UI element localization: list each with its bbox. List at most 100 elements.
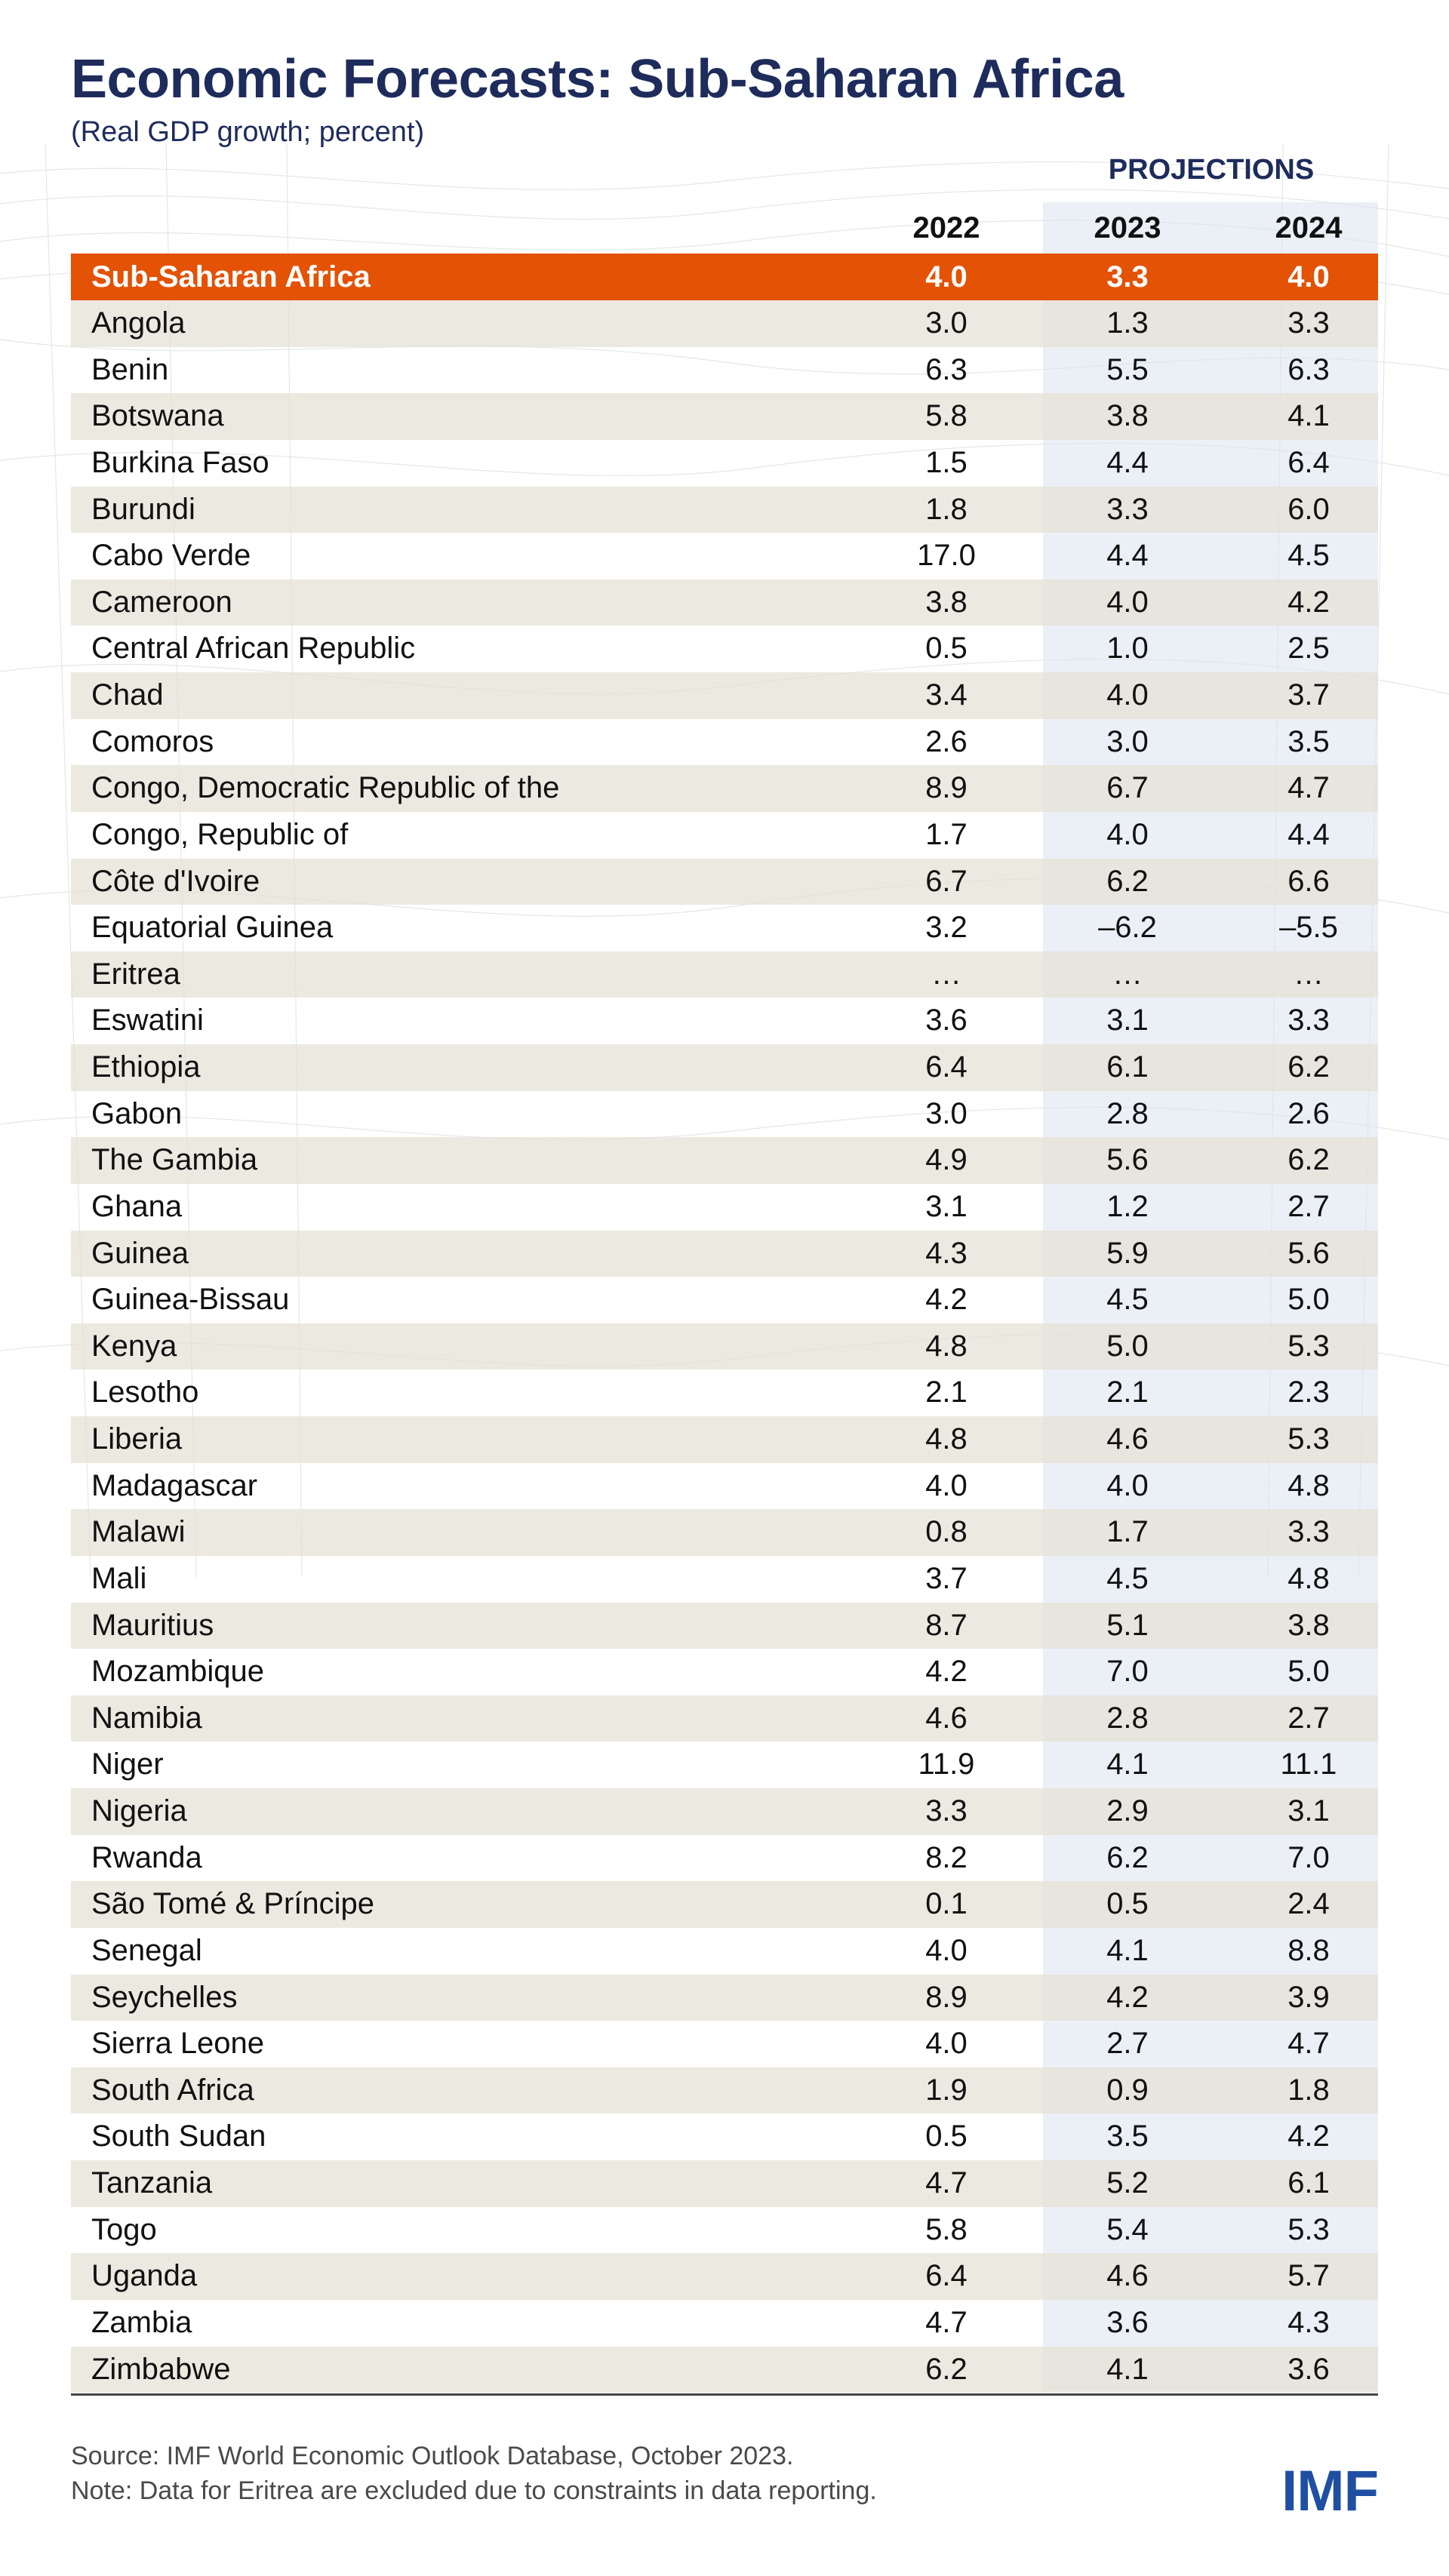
cell-2024: 3.5 <box>1287 724 1330 758</box>
cell-2023: 4.1 <box>1106 1933 1149 1967</box>
row-name: South Sudan <box>91 2120 266 2153</box>
table-row: Comoros 2.6 3.0 3.5 <box>71 719 1378 766</box>
row-name: Eritrea <box>91 957 180 991</box>
cell-2024: 5.0 <box>1287 1655 1330 1689</box>
cell-2024: 4.3 <box>1287 2305 1330 2339</box>
cell-2022: 5.8 <box>925 399 968 433</box>
table-row: Namibia 4.6 2.8 2.7 <box>71 1695 1378 1742</box>
cell-2024: 5.3 <box>1287 2212 1330 2246</box>
cell-2022: 4.7 <box>925 2305 968 2339</box>
imf-logo: IMF <box>1281 2459 1379 2523</box>
forecast-table: Sub-Saharan Africa 4.0 3.3 4.0 Angola 3.0… <box>71 254 1378 2393</box>
row-name: South Africa <box>91 2073 254 2107</box>
cell-2024: 4.8 <box>1287 1468 1330 1502</box>
cell-2023: 4.0 <box>1106 1468 1149 1502</box>
table-row: Uganda 6.4 4.6 5.7 <box>71 2253 1378 2300</box>
cell-2022: 4.2 <box>925 1283 968 1317</box>
row-name: Senegal <box>91 1933 202 1967</box>
cell-2023: 2.8 <box>1106 1096 1149 1130</box>
cell-2022: 3.0 <box>925 1096 968 1130</box>
cell-2023: 4.4 <box>1106 445 1149 479</box>
table-row: Angola 3.0 1.3 3.3 <box>71 300 1378 347</box>
row-name: Benin <box>91 352 169 386</box>
table-row: Equatorial Guinea 3.2 –6.2 –5.5 <box>71 905 1378 951</box>
cell-2022: 4.9 <box>925 1143 968 1177</box>
cell-2024: 4.2 <box>1287 2120 1330 2153</box>
cell-2023: 5.4 <box>1106 2212 1149 2246</box>
cell-2024: 2.6 <box>1287 1096 1330 1130</box>
cell-2024: 4.4 <box>1287 817 1330 851</box>
chart-subtitle: (Real GDP growth; percent) <box>71 116 425 148</box>
cell-2024: 3.8 <box>1287 1608 1330 1642</box>
cell-2024: 4.8 <box>1287 1561 1330 1595</box>
cell-2024: 2.7 <box>1287 1189 1330 1223</box>
cell-2023: –6.2 <box>1098 911 1157 945</box>
table-row: Gabon 3.0 2.8 2.6 <box>71 1091 1378 1138</box>
table-row: Guinea 4.3 5.9 5.6 <box>71 1230 1378 1277</box>
row-name: Malawi <box>91 1515 186 1549</box>
row-name: Côte d'Ivoire <box>91 864 260 898</box>
table-row: Niger 11.9 4.1 11.1 <box>71 1741 1378 1788</box>
row-name: Cameroon <box>91 585 232 619</box>
cell-2023: 4.6 <box>1106 1422 1149 1456</box>
cell-2024: 3.9 <box>1287 1980 1330 2014</box>
table-row: Congo, Republic of 1.7 4.0 4.4 <box>71 812 1378 859</box>
table-row: Botswana 5.8 3.8 4.1 <box>71 393 1378 440</box>
cell-2023: 6.7 <box>1106 771 1149 805</box>
column-header-2024: 2024 <box>1275 211 1343 244</box>
table-row: Sierra Leone 4.0 2.7 4.7 <box>71 2021 1378 2067</box>
row-name: Zimbabwe <box>91 2352 231 2386</box>
footnote: Note: Data for Eritrea are excluded due … <box>71 2476 877 2505</box>
cell-2023: 5.9 <box>1106 1236 1149 1270</box>
cell-2024: 6.2 <box>1287 1143 1330 1177</box>
cell-2023: 4.6 <box>1106 2259 1149 2293</box>
table-row: Burkina Faso 1.5 4.4 6.4 <box>71 440 1378 487</box>
row-name: Chad <box>91 678 164 712</box>
cell-2024: 3.6 <box>1287 2352 1330 2386</box>
table-row: São Tomé & Príncipe 0.1 0.5 2.4 <box>71 1881 1378 1928</box>
cell-2022: 8.2 <box>925 1840 968 1874</box>
cell-2022: 4.3 <box>925 1236 968 1270</box>
table-row: Lesotho 2.1 2.1 2.3 <box>71 1369 1378 1416</box>
cell-2024: 4.1 <box>1287 399 1330 433</box>
source-note: Source: IMF World Economic Outlook Datab… <box>71 2442 794 2470</box>
cell-2024: 8.8 <box>1287 1933 1330 1967</box>
row-name: Sub-Saharan Africa <box>91 260 371 294</box>
cell-2022: 2.1 <box>925 1376 968 1409</box>
cell-2023: 4.1 <box>1106 1748 1149 1781</box>
cell-2023: 1.3 <box>1106 306 1149 340</box>
column-header-2022: 2022 <box>912 211 980 244</box>
cell-2022: 1.5 <box>925 445 968 479</box>
row-name: Congo, Republic of <box>91 817 349 851</box>
cell-2024: 6.3 <box>1287 352 1330 386</box>
cell-2022: 3.2 <box>925 911 968 945</box>
cell-2023: 6.1 <box>1106 1050 1149 1084</box>
row-name: Guinea-Bissau <box>91 1283 290 1317</box>
cell-2022: 4.8 <box>925 1422 968 1456</box>
table-row: Benin 6.3 5.5 6.3 <box>71 347 1378 394</box>
table-row: Mozambique 4.2 7.0 5.0 <box>71 1649 1378 1695</box>
cell-2023: 0.9 <box>1106 2073 1149 2107</box>
row-name: Burundi <box>91 492 195 526</box>
column-header-2023: 2023 <box>1094 211 1161 244</box>
cell-2023: 2.8 <box>1106 1701 1149 1735</box>
table-row: Chad 3.4 4.0 3.7 <box>71 672 1378 719</box>
table-row: Eswatini 3.6 3.1 3.3 <box>71 998 1378 1044</box>
table-row: South Africa 1.9 0.9 1.8 <box>71 2067 1378 2114</box>
cell-2023: 5.0 <box>1106 1329 1149 1363</box>
cell-2022: 2.6 <box>925 724 968 758</box>
cell-2023: 4.5 <box>1106 1283 1149 1317</box>
row-name: Seychelles <box>91 1980 238 2014</box>
row-name: Togo <box>91 2212 157 2246</box>
row-name: Namibia <box>91 1701 202 1735</box>
cell-2023: 3.0 <box>1106 724 1149 758</box>
table-row: The Gambia 4.9 5.6 6.2 <box>71 1137 1378 1184</box>
cell-2022: 4.0 <box>925 2027 968 2061</box>
row-name: Uganda <box>91 2259 198 2293</box>
cell-2024: 5.0 <box>1287 1283 1330 1317</box>
cell-2022: 1.8 <box>925 492 968 526</box>
cell-2024: 4.5 <box>1287 539 1330 573</box>
row-name: Eswatini <box>91 1004 204 1037</box>
table-bottom-rule <box>71 2393 1378 2396</box>
cell-2022: 4.0 <box>925 260 968 294</box>
